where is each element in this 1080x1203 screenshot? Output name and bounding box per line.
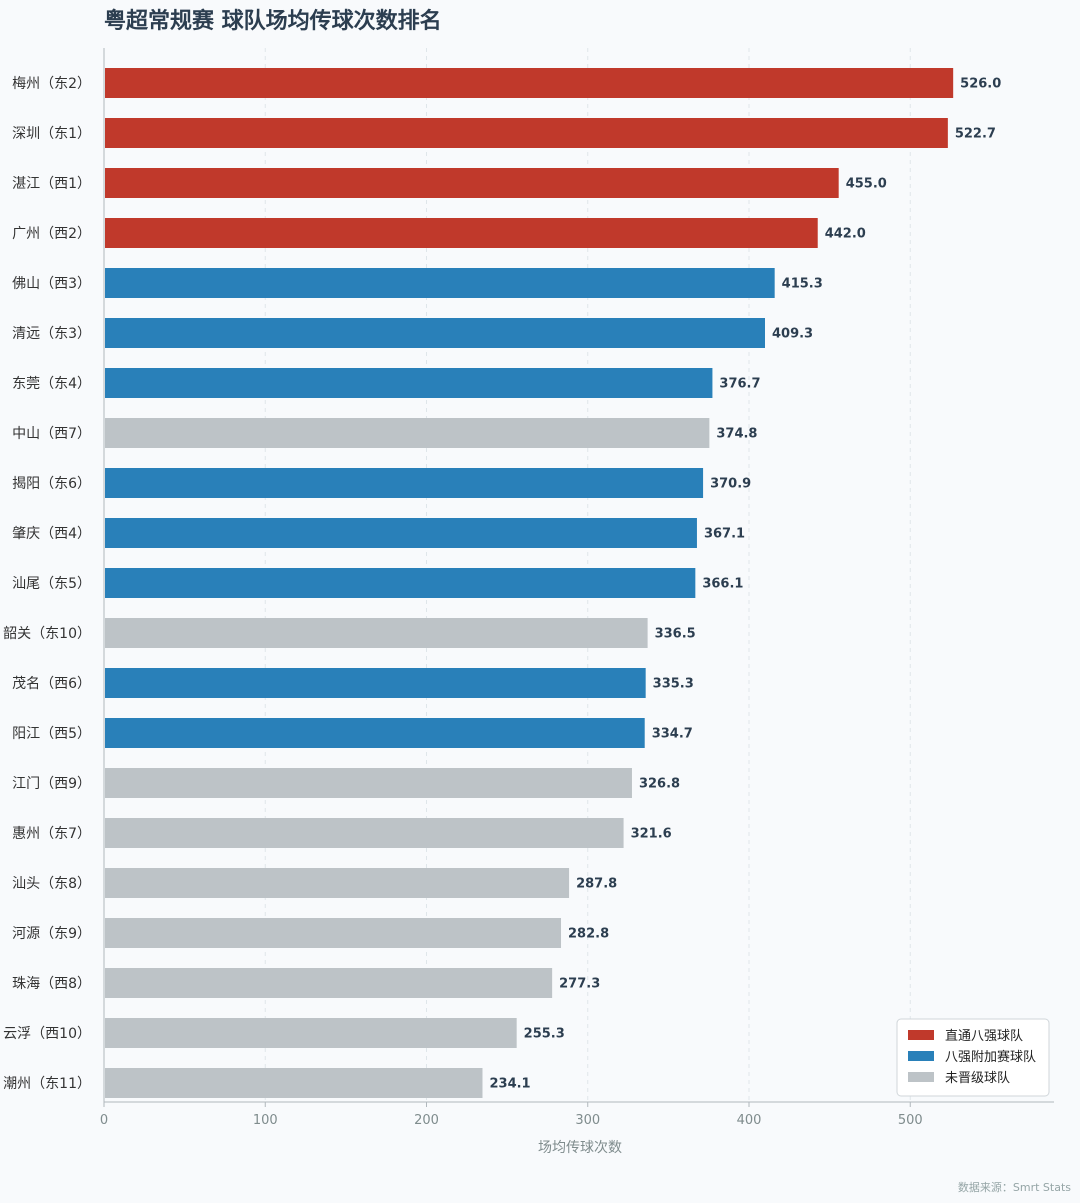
- category-labels: 梅州（东2） 深圳（东1） 湛江（西1） 广州（西2） 佛山（西3） 清远（东3） 东莞（东…: [3, 76, 91, 1092]
- legend-swatch: [908, 1030, 934, 1040]
- x-tick-label: 400: [737, 1113, 762, 1128]
- legend-entry: 直通八强球队: [945, 1029, 1023, 1044]
- x-tick-label: 200: [414, 1113, 439, 1128]
- bar: [105, 518, 697, 548]
- category-label: 梅州（东2）: [12, 76, 91, 92]
- bar: [105, 168, 839, 198]
- data-label: 255.3: [524, 1027, 565, 1042]
- bar: [105, 318, 765, 348]
- bar: [105, 268, 775, 298]
- category-label: 茂名（西6）: [12, 675, 91, 692]
- bar: [105, 618, 648, 648]
- category-label: 汕尾（东5）: [12, 576, 91, 592]
- x-tick-label: 500: [898, 1113, 923, 1128]
- category-label: 东莞（东4）: [12, 376, 91, 392]
- data-label: 367.1: [704, 527, 745, 542]
- legend-swatch: [908, 1051, 934, 1061]
- data-source: 数据来源：Smrt Stats: [958, 1180, 1071, 1194]
- x-ticks: 0 100 200 300 400 500: [100, 1102, 923, 1128]
- data-label: 415.3: [782, 277, 823, 292]
- value-labels: 526.0 522.7 455.0 442.0 415.3 409.3 376.7 374.8…: [489, 77, 1001, 1092]
- x-tick-label: 300: [575, 1113, 600, 1128]
- chart-title: 粤超常规赛 球队场均传球次数排名: [104, 8, 442, 34]
- bar: [105, 368, 713, 398]
- data-label: 522.7: [955, 127, 996, 142]
- data-label: 277.3: [559, 977, 600, 992]
- bar: [105, 418, 710, 448]
- category-label: 珠海（西8）: [12, 976, 91, 992]
- data-label: 526.0: [960, 77, 1001, 92]
- bar: [105, 68, 954, 98]
- data-label: 326.8: [639, 777, 680, 792]
- data-label: 370.9: [710, 477, 751, 492]
- data-label: 374.8: [716, 427, 757, 442]
- category-label: 惠州（东7）: [12, 826, 91, 842]
- category-label: 揭阳（东6）: [12, 476, 91, 492]
- legend-entry: 未晋级球队: [945, 1071, 1010, 1086]
- category-label: 佛山（西3）: [12, 276, 91, 292]
- bar: [105, 218, 818, 248]
- bar: [105, 718, 645, 748]
- bar: [105, 968, 553, 998]
- data-label: 336.5: [655, 627, 696, 642]
- data-label: 287.8: [576, 877, 617, 892]
- bar: [105, 1068, 483, 1098]
- data-label: 334.7: [652, 727, 693, 742]
- bar: [105, 1018, 517, 1048]
- category-label: 肇庆（西4）: [12, 526, 91, 542]
- axes: [103, 48, 1054, 1103]
- bar: [105, 818, 624, 848]
- category-label: 河源（东9）: [12, 926, 91, 942]
- x-axis-label: 场均传球次数: [538, 1140, 622, 1156]
- category-label: 江门（西9）: [12, 776, 91, 792]
- data-label: 376.7: [719, 377, 760, 392]
- bar: [105, 568, 696, 598]
- x-tick-label: 0: [100, 1113, 108, 1128]
- data-label: 335.3: [653, 677, 694, 692]
- category-label: 深圳（东1）: [12, 126, 91, 142]
- category-label: 阳江（西5）: [12, 726, 91, 742]
- category-label: 广州（西2）: [12, 226, 91, 242]
- data-label: 442.0: [825, 227, 866, 242]
- category-label: 湛江（西1）: [12, 176, 91, 192]
- category-label: 汕头（东8）: [12, 876, 91, 892]
- legend-box: [896, 1018, 1050, 1097]
- category-label: 潮州（东11）: [3, 1076, 91, 1092]
- x-tick-label: 100: [253, 1113, 278, 1128]
- data-label: 282.8: [568, 927, 609, 942]
- category-label: 韶关（东10）: [3, 626, 91, 642]
- bar: [105, 868, 570, 898]
- bars: [105, 68, 954, 1098]
- legend-swatch: [908, 1072, 934, 1082]
- category-label: 中山（西7）: [12, 426, 91, 442]
- data-label: 455.0: [846, 177, 887, 192]
- bar: [105, 918, 562, 948]
- category-label: 清远（东3）: [12, 326, 91, 342]
- bar: [105, 118, 948, 148]
- bar: [105, 668, 646, 698]
- bar: [105, 768, 632, 798]
- data-label: 234.1: [489, 1077, 530, 1092]
- data-label: 321.6: [631, 827, 672, 842]
- category-label: 云浮（西10）: [3, 1026, 91, 1042]
- data-label: 366.1: [702, 577, 743, 592]
- data-label: 409.3: [772, 327, 813, 342]
- bar: [105, 468, 704, 498]
- legend-entry: 八强附加赛球队: [945, 1049, 1036, 1065]
